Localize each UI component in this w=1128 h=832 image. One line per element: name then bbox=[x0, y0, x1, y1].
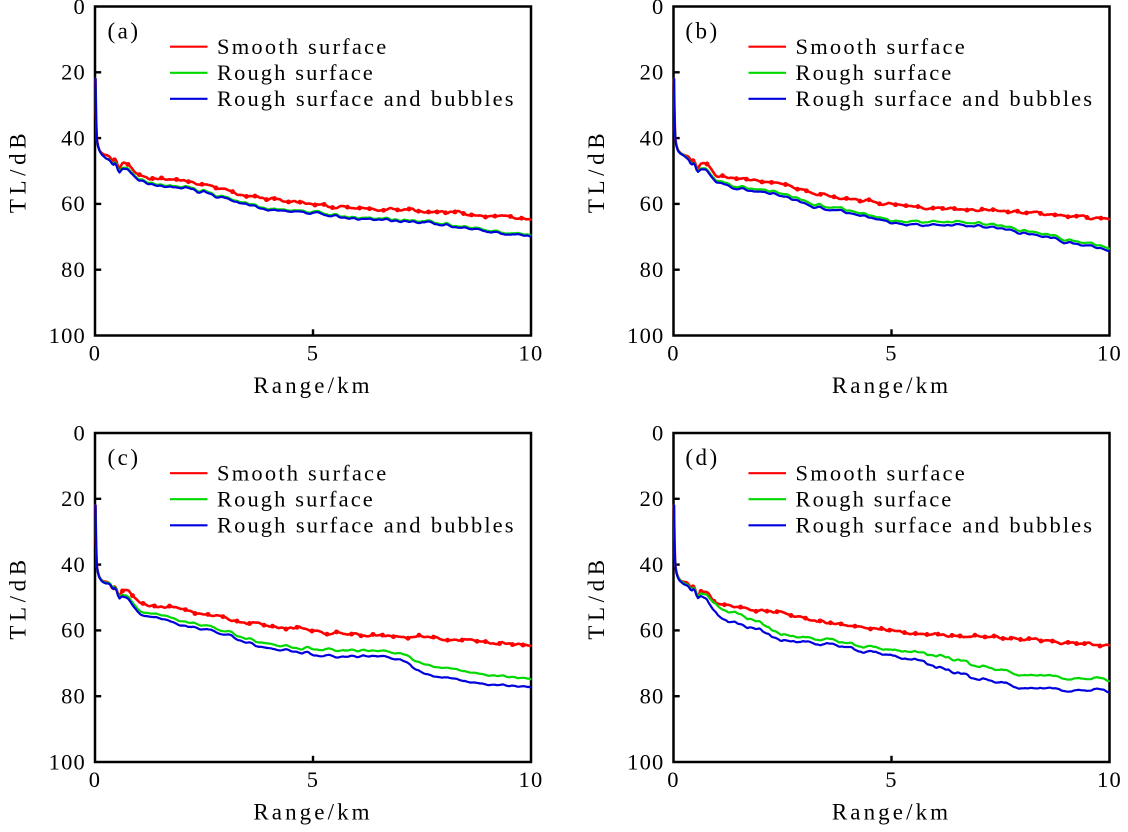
svg-text:20: 20 bbox=[61, 60, 86, 85]
svg-text:10: 10 bbox=[1097, 341, 1122, 366]
svg-text:10: 10 bbox=[519, 341, 544, 366]
svg-text:Smooth surface: Smooth surface bbox=[217, 461, 388, 486]
svg-text:Rough surface and bubbles: Rough surface and bubbles bbox=[796, 86, 1095, 111]
svg-text:(c): (c) bbox=[107, 445, 140, 470]
svg-text:Range/km: Range/km bbox=[832, 373, 951, 398]
svg-text:40: 40 bbox=[640, 125, 665, 150]
svg-text:0: 0 bbox=[667, 341, 679, 366]
svg-text:0: 0 bbox=[74, 0, 86, 19]
svg-text:0: 0 bbox=[652, 0, 664, 19]
svg-text:TL/dB: TL/dB bbox=[584, 129, 609, 213]
svg-text:Rough surface: Rough surface bbox=[217, 60, 375, 85]
svg-text:(a): (a) bbox=[107, 19, 140, 44]
svg-text:5: 5 bbox=[885, 341, 897, 366]
svg-text:TL/dB: TL/dB bbox=[6, 555, 31, 639]
svg-text:60: 60 bbox=[61, 191, 86, 216]
svg-text:10: 10 bbox=[1097, 767, 1122, 792]
svg-text:80: 80 bbox=[61, 257, 86, 282]
svg-text:80: 80 bbox=[640, 257, 665, 282]
svg-text:0: 0 bbox=[652, 420, 664, 445]
svg-text:Range/km: Range/km bbox=[253, 800, 372, 825]
svg-text:Rough surface: Rough surface bbox=[796, 60, 954, 85]
svg-text:Rough surface: Rough surface bbox=[217, 487, 375, 512]
svg-text:Range/km: Range/km bbox=[253, 373, 372, 398]
svg-text:60: 60 bbox=[61, 618, 86, 643]
svg-text:100: 100 bbox=[627, 749, 664, 774]
svg-text:Rough surface: Rough surface bbox=[796, 487, 954, 512]
svg-text:40: 40 bbox=[61, 125, 86, 150]
svg-text:5: 5 bbox=[307, 767, 319, 792]
svg-text:Smooth surface: Smooth surface bbox=[796, 34, 967, 59]
svg-text:10: 10 bbox=[519, 767, 544, 792]
svg-text:20: 20 bbox=[61, 486, 86, 511]
svg-text:TL/dB: TL/dB bbox=[584, 555, 609, 639]
svg-text:100: 100 bbox=[49, 323, 86, 348]
svg-text:Rough surface and bubbles: Rough surface and bubbles bbox=[217, 86, 516, 111]
svg-text:0: 0 bbox=[667, 767, 679, 792]
svg-text:5: 5 bbox=[307, 341, 319, 366]
svg-text:0: 0 bbox=[89, 341, 101, 366]
svg-text:20: 20 bbox=[640, 60, 665, 85]
svg-text:40: 40 bbox=[61, 552, 86, 577]
svg-text:60: 60 bbox=[640, 618, 665, 643]
svg-text:100: 100 bbox=[49, 749, 86, 774]
svg-text:80: 80 bbox=[61, 684, 86, 709]
svg-text:Smooth surface: Smooth surface bbox=[217, 34, 388, 59]
svg-text:20: 20 bbox=[640, 486, 665, 511]
svg-text:(b): (b) bbox=[685, 19, 719, 44]
svg-text:0: 0 bbox=[89, 767, 101, 792]
svg-text:(d): (d) bbox=[685, 445, 719, 470]
svg-text:80: 80 bbox=[640, 684, 665, 709]
svg-text:5: 5 bbox=[885, 767, 897, 792]
svg-text:0: 0 bbox=[74, 420, 86, 445]
svg-text:TL/dB: TL/dB bbox=[6, 129, 31, 213]
svg-text:Range/km: Range/km bbox=[832, 800, 951, 825]
svg-text:Rough surface and bubbles: Rough surface and bubbles bbox=[217, 513, 516, 538]
svg-text:60: 60 bbox=[640, 191, 665, 216]
svg-text:40: 40 bbox=[640, 552, 665, 577]
svg-text:Rough surface and bubbles: Rough surface and bubbles bbox=[796, 513, 1095, 538]
svg-text:100: 100 bbox=[627, 323, 664, 348]
svg-text:Smooth surface: Smooth surface bbox=[796, 461, 967, 486]
